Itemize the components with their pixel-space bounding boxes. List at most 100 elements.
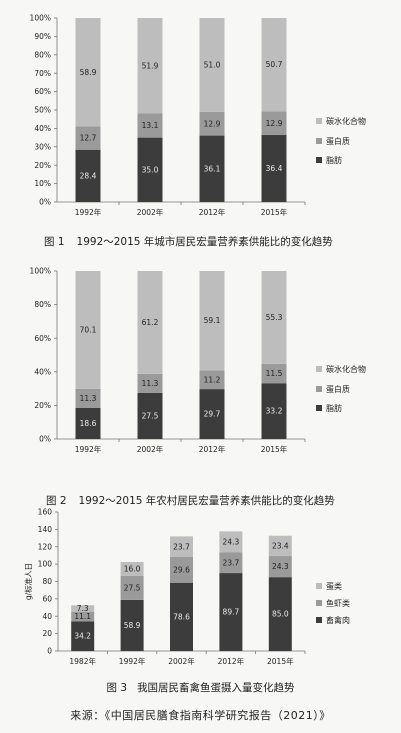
chart1-y-tick-label: 100%: [30, 14, 51, 23]
chart1-bar-segment: [75, 126, 101, 150]
chart2-bar-segment: [261, 383, 287, 439]
chart2-legend-label: 碳水化合物: [326, 364, 366, 374]
chart2-data-label: 11.3: [80, 394, 97, 403]
chart2-x-tick-label: 1992年: [75, 444, 102, 454]
chart2-x-tick-label: 2015年: [261, 444, 288, 454]
chart1-bar-segment: [261, 18, 287, 112]
chart3-bar-segment: [170, 536, 193, 558]
chart1-data-label: 51.9: [142, 61, 159, 70]
chart3-x-tick-label: 1982年: [69, 656, 96, 666]
chart2-bar-segment: [199, 271, 225, 371]
chart3-legend-label: 蛋类: [326, 581, 342, 591]
chart2-y-tick-label: 80%: [34, 300, 51, 309]
chart2-data-label: 11.3: [142, 379, 159, 388]
chart3-x-tick-label: 2002年: [168, 656, 195, 666]
chart3-y-axis-title: g/标准人日: [23, 563, 33, 600]
chart1-y-tick-label: 60%: [34, 87, 51, 96]
chart1-bar-segment: [137, 18, 163, 114]
chart3-legend-swatch: [316, 600, 322, 606]
chart2-bar-segment: [261, 271, 287, 364]
chart3-y-tick-label: 100: [38, 560, 53, 569]
chart2-data-label: 29.7: [204, 410, 221, 419]
chart3-data-label: 23.7: [173, 542, 190, 551]
chart3-y-tick-label: 120: [38, 542, 53, 551]
chart2-bar-segment: [75, 388, 101, 408]
chart3-x-tick-label: 2015年: [267, 656, 294, 666]
figure-3-title: 我国居民畜禽鱼蛋摄入量变化趋势: [137, 682, 295, 694]
chart1-data-label: 12.7: [80, 134, 97, 143]
figure-1-caption: 图 1 1992～2015 年城市居民宏量营养素供能比的变化趋势: [0, 234, 401, 249]
chart1-data-label: 58.9: [80, 68, 97, 77]
chart2-y-tick-label: 0%: [39, 435, 51, 444]
chart3-data-label: 27.5: [124, 583, 141, 592]
chart1-legend-swatch: [316, 138, 322, 144]
chart1-data-label: 36.1: [204, 164, 221, 173]
figure-3-caption: 图 3 我国居民畜禽鱼蛋摄入量变化趋势: [0, 680, 401, 695]
chart3-y-tick-label: 80: [42, 577, 52, 586]
chart3-data-label: 23.4: [272, 541, 289, 550]
chart1-legend-label: 碳水化合物: [326, 116, 366, 126]
chart1-legend-label: 脂肪: [326, 155, 342, 165]
chart1-data-label: 50.7: [266, 60, 283, 69]
chart3-bar-segment: [268, 535, 292, 557]
chart1-bar-segment: [137, 113, 163, 138]
chart2-y-tick-label: 100%: [30, 267, 51, 276]
chart3-y-tick-label: 60: [42, 594, 52, 603]
chart2-bar-segment: [199, 370, 225, 390]
chart2-bar-segment: [137, 392, 163, 439]
chart3-data-label: 58.9: [124, 621, 141, 630]
chart2-data-label: 70.1: [80, 325, 97, 334]
chart1-data-label: 12.9: [204, 119, 221, 128]
figure-2-title: 1992～2015 年农村居民宏量营养素供能比的变化趋势: [78, 495, 335, 507]
chart2-x-tick-label: 2002年: [137, 444, 164, 454]
chart3-bar-segment: [71, 621, 95, 651]
chart1-data-label: 13.1: [142, 121, 159, 130]
chart2-legend-swatch: [316, 386, 322, 392]
chart3-bar-segment: [219, 573, 243, 651]
chart1-bar-segment: [199, 135, 225, 202]
chart3-y-tick-label: 140: [38, 525, 53, 534]
chart2-legend-swatch: [316, 405, 322, 411]
chart1-data-label: 51.0: [204, 61, 221, 70]
chart3-y-tick-label: 160: [38, 508, 53, 517]
chart3-y-tick-label: 20: [42, 629, 52, 638]
chart2-data-label: 55.3: [266, 313, 283, 322]
chart3-bar-segment: [120, 575, 144, 600]
chart1-bar-segment: [137, 137, 163, 202]
chart3-data-label: 89.7: [223, 608, 240, 617]
chart1-data-label: 35.0: [142, 165, 159, 174]
chart1-legend-swatch: [316, 157, 322, 163]
chart2-y-tick-label: 40%: [34, 367, 51, 376]
chart2-data-label: 18.6: [80, 419, 97, 428]
chart3-data-label: 78.6: [173, 612, 190, 621]
chart3-legend-label: 畜禽肉: [326, 615, 350, 625]
chart3-data-label: 24.3: [223, 538, 240, 547]
chart3-data-label: 85.0: [272, 610, 289, 619]
chart1-y-tick-label: 40%: [34, 124, 51, 133]
chart1-data-label: 28.4: [80, 171, 97, 180]
chart1-x-tick-label: 2002年: [137, 207, 164, 217]
chart3-bar-segment: [268, 577, 292, 651]
chart2-data-label: 11.5: [266, 369, 283, 378]
figure-1-title: 1992～2015 年城市居民宏量营养素供能比的变化趋势: [76, 236, 333, 248]
chart1-y-tick-label: 70%: [34, 69, 51, 78]
chart1-bar-segment: [75, 149, 101, 202]
chart3-data-label: 24.3: [272, 562, 289, 571]
chart1-bar-segment: [261, 135, 287, 202]
chart1-y-tick-label: 20%: [34, 161, 51, 170]
chart1-y-tick-label: 80%: [34, 50, 51, 59]
chart3-data-label: 11.1: [74, 612, 91, 621]
chart3-data-label: 7.3: [77, 604, 89, 613]
chart3-bar-segment: [219, 531, 243, 553]
chart3-bar-segment: [71, 611, 95, 622]
chart3-data-label: 16.0: [124, 565, 141, 574]
chart2-data-label: 59.1: [204, 316, 221, 325]
chart3-bar-segment: [268, 556, 292, 578]
chart2-bar-segment: [137, 271, 163, 374]
chart2-x-tick-label: 2012年: [199, 444, 226, 454]
figure-2-number: 图 2: [46, 495, 67, 507]
chart1-data-label: 12.9: [266, 119, 283, 128]
chart1-x-tick-label: 1992年: [75, 207, 102, 217]
chart1-bar-segment: [199, 18, 225, 112]
